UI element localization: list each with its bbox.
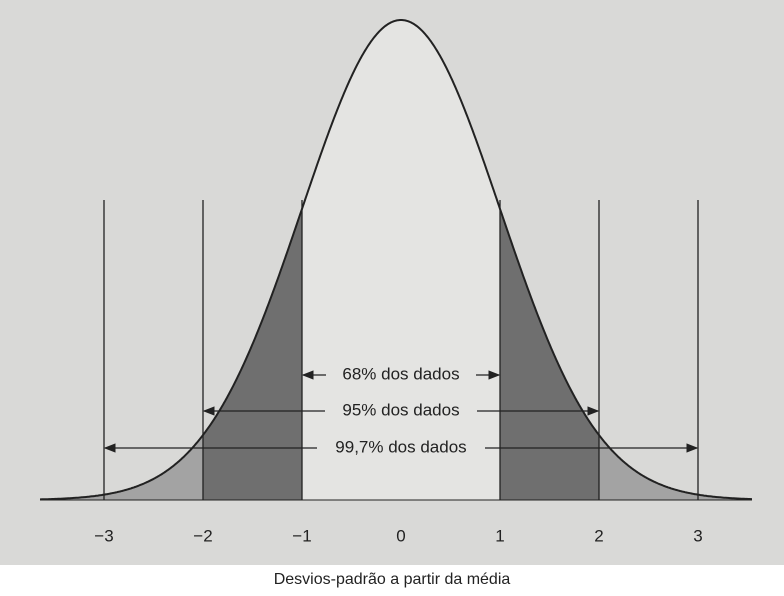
- light-region: [599, 435, 752, 500]
- light-region: [40, 435, 203, 500]
- tick-label: −2: [193, 526, 212, 545]
- tick-label: 2: [594, 526, 603, 545]
- center-region: [302, 20, 500, 500]
- range-label: 99,7% dos dados: [335, 437, 466, 456]
- normal-curve: [40, 19, 752, 501]
- range-label: 68% dos dados: [342, 364, 459, 383]
- tick-label: −3: [94, 526, 113, 545]
- tick-label: 0: [396, 526, 405, 545]
- range-label: 95% dos dados: [342, 400, 459, 419]
- tick-label: −1: [292, 526, 311, 545]
- tick-label: 1: [495, 526, 504, 545]
- axis-label: Desvios-padrão a partir da média: [274, 571, 511, 588]
- tick-label: 3: [693, 526, 702, 545]
